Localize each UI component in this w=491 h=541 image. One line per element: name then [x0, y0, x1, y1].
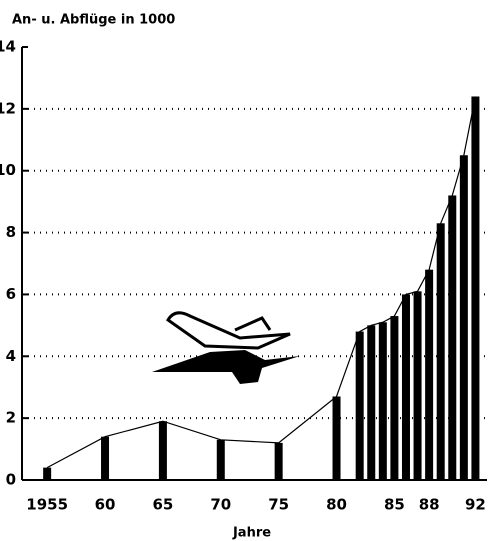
bar	[43, 468, 51, 480]
trend-line	[47, 96, 475, 467]
airplane-illustration	[152, 313, 300, 384]
chart: An- u. Abflüge in 1000 Jahre 0 2 4 6 8 10 12 14…	[0, 0, 491, 541]
bar	[333, 396, 341, 480]
y-tick-label: 6	[6, 285, 16, 303]
bar	[367, 325, 375, 480]
x-tick-label: 70	[210, 496, 231, 514]
bar	[471, 96, 479, 480]
x-tick-label: 75	[268, 496, 289, 514]
bar	[437, 223, 445, 480]
y-tick-label: 10	[0, 161, 16, 179]
chart-title: An- u. Abflüge in 1000	[12, 13, 175, 28]
x-tick-label: 85	[384, 496, 405, 514]
x-tick-label: 88	[419, 496, 440, 514]
bar	[379, 322, 387, 480]
bar	[448, 195, 456, 480]
x-axis-label: Jahre	[232, 526, 271, 541]
x-tick-label: 1955	[26, 496, 68, 514]
bar	[159, 421, 167, 480]
x-tick-label: 65	[152, 496, 173, 514]
x-tick-label: 60	[95, 496, 116, 514]
bar	[101, 437, 109, 480]
y-tick-label: 14	[0, 38, 16, 56]
y-tick-label: 0	[6, 471, 16, 489]
y-tick-label: 2	[6, 409, 16, 427]
bar	[414, 291, 422, 480]
bar	[217, 440, 225, 480]
bar	[356, 332, 364, 480]
y-tick-label: 8	[6, 223, 16, 241]
y-tick-label: 4	[6, 347, 16, 365]
x-tick-label: 92	[465, 496, 486, 514]
bar	[402, 294, 410, 480]
bar	[460, 155, 468, 480]
bar	[425, 270, 433, 480]
bar	[390, 316, 398, 480]
y-tick-label: 12	[0, 99, 16, 117]
bar	[275, 443, 283, 480]
x-tick-label: 80	[326, 496, 347, 514]
